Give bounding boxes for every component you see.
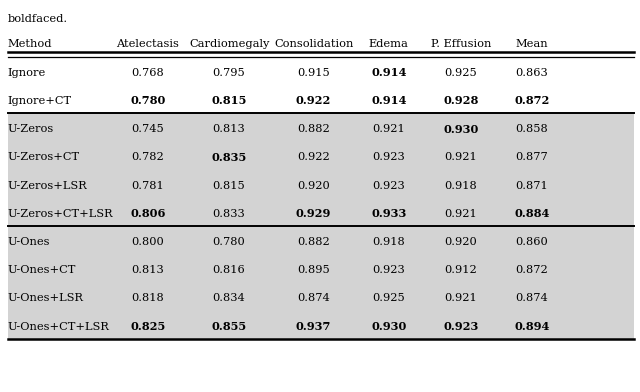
Text: Mean: Mean <box>516 40 548 49</box>
Text: 0.915: 0.915 <box>297 68 330 78</box>
Text: Ignore: Ignore <box>8 68 46 78</box>
Text: 0.833: 0.833 <box>212 209 246 219</box>
Text: 0.920: 0.920 <box>445 237 477 247</box>
Text: 0.923: 0.923 <box>372 181 405 191</box>
Text: 0.930: 0.930 <box>371 321 406 332</box>
Text: boldfaced.: boldfaced. <box>8 14 68 24</box>
Text: 0.855: 0.855 <box>212 321 246 332</box>
Text: 0.872: 0.872 <box>514 95 550 106</box>
Text: 0.937: 0.937 <box>296 321 332 332</box>
Text: 0.925: 0.925 <box>445 68 477 78</box>
Text: P. Effusion: P. Effusion <box>431 40 492 49</box>
Text: 0.894: 0.894 <box>514 321 550 332</box>
Text: 0.860: 0.860 <box>515 237 548 247</box>
Text: 0.928: 0.928 <box>444 95 479 106</box>
Text: 0.921: 0.921 <box>445 152 477 162</box>
Text: 0.914: 0.914 <box>371 95 406 106</box>
Text: 0.782: 0.782 <box>131 152 164 162</box>
Text: Cardiomegaly: Cardiomegaly <box>189 40 269 49</box>
Text: 0.858: 0.858 <box>515 124 548 134</box>
Text: 0.835: 0.835 <box>211 152 247 163</box>
Text: U-Ones+LSR: U-Ones+LSR <box>8 294 84 303</box>
Text: 0.921: 0.921 <box>372 124 405 134</box>
Text: 0.813: 0.813 <box>212 124 246 134</box>
Text: 0.745: 0.745 <box>131 124 164 134</box>
Text: 0.923: 0.923 <box>372 152 405 162</box>
Text: 0.874: 0.874 <box>515 294 548 303</box>
Text: 0.877: 0.877 <box>515 152 548 162</box>
Text: 0.882: 0.882 <box>297 237 330 247</box>
Text: 0.925: 0.925 <box>372 294 405 303</box>
Text: 0.816: 0.816 <box>212 265 246 275</box>
Text: 0.780: 0.780 <box>130 95 166 106</box>
Text: Method: Method <box>8 40 52 49</box>
Text: U-Ones+CT: U-Ones+CT <box>8 265 76 275</box>
Text: U-Ones: U-Ones <box>8 237 50 247</box>
Text: Edema: Edema <box>369 40 409 49</box>
Text: 0.923: 0.923 <box>444 321 479 332</box>
Text: 0.825: 0.825 <box>130 321 166 332</box>
Text: 0.922: 0.922 <box>297 152 330 162</box>
Text: 0.918: 0.918 <box>372 237 405 247</box>
Text: 0.895: 0.895 <box>297 265 330 275</box>
Text: 0.806: 0.806 <box>130 208 166 219</box>
Text: U-Zeros: U-Zeros <box>8 124 54 134</box>
Text: 0.872: 0.872 <box>515 265 548 275</box>
Text: 0.918: 0.918 <box>445 181 477 191</box>
Text: 0.768: 0.768 <box>131 68 164 78</box>
Text: 0.874: 0.874 <box>297 294 330 303</box>
Text: 0.912: 0.912 <box>445 265 477 275</box>
Text: 0.871: 0.871 <box>515 181 548 191</box>
Text: 0.781: 0.781 <box>131 181 164 191</box>
Text: 0.815: 0.815 <box>211 95 247 106</box>
Text: U-Zeros+CT: U-Zeros+CT <box>8 152 80 162</box>
Text: 0.882: 0.882 <box>297 124 330 134</box>
Text: 0.921: 0.921 <box>445 294 477 303</box>
Text: Consolidation: Consolidation <box>274 40 353 49</box>
Text: 0.930: 0.930 <box>444 123 479 134</box>
Text: 0.884: 0.884 <box>514 208 550 219</box>
Text: 0.933: 0.933 <box>371 208 406 219</box>
Text: 0.923: 0.923 <box>372 265 405 275</box>
Text: 0.780: 0.780 <box>212 237 246 247</box>
Text: 0.834: 0.834 <box>212 294 246 303</box>
Text: 0.813: 0.813 <box>131 265 164 275</box>
Text: U-Ones+CT+LSR: U-Ones+CT+LSR <box>8 322 109 332</box>
Text: 0.815: 0.815 <box>212 181 246 191</box>
Text: 0.914: 0.914 <box>371 67 406 78</box>
Text: 0.800: 0.800 <box>131 237 164 247</box>
Text: 0.922: 0.922 <box>296 95 332 106</box>
Text: 0.863: 0.863 <box>515 68 548 78</box>
Text: 0.921: 0.921 <box>445 209 477 219</box>
Text: 0.818: 0.818 <box>131 294 164 303</box>
Text: U-Zeros+CT+LSR: U-Zeros+CT+LSR <box>8 209 113 219</box>
Text: 0.920: 0.920 <box>297 181 330 191</box>
Text: 0.929: 0.929 <box>296 208 332 219</box>
Text: Atelectasis: Atelectasis <box>116 40 179 49</box>
Text: Ignore+CT: Ignore+CT <box>8 96 72 106</box>
Text: 0.795: 0.795 <box>212 68 246 78</box>
Text: U-Zeros+LSR: U-Zeros+LSR <box>8 181 88 191</box>
